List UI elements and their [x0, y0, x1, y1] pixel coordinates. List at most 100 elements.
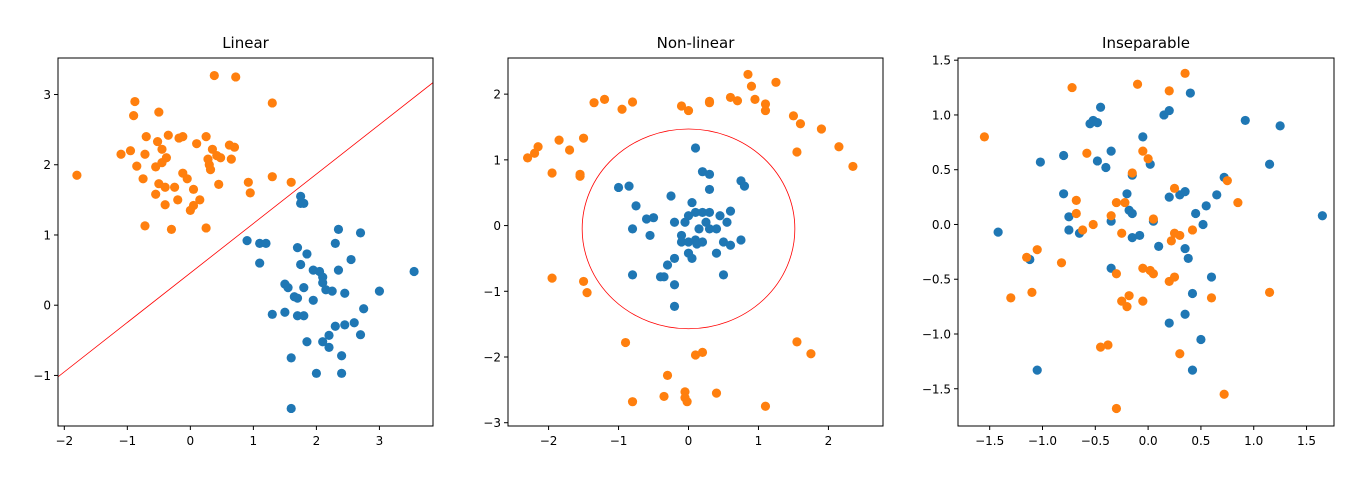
blue-point — [1122, 189, 1132, 199]
orange-point — [1222, 176, 1232, 186]
blue-point — [242, 235, 252, 246]
blue-point — [1154, 241, 1164, 251]
orange-point — [1106, 211, 1116, 221]
orange-point — [760, 401, 771, 411]
orange-point — [1166, 236, 1176, 246]
orange-point — [682, 397, 692, 407]
orange-point — [1056, 258, 1067, 268]
blue-point — [704, 224, 715, 234]
orange-point — [72, 170, 82, 180]
orange-point — [750, 94, 760, 104]
x-tick-label: 1 — [755, 434, 763, 448]
blue-point — [1275, 121, 1285, 131]
blue-point — [286, 353, 296, 363]
blue-point — [662, 260, 673, 270]
blue-point — [655, 272, 666, 282]
blue-point — [1180, 243, 1190, 254]
decision-boundary-circle — [581, 128, 796, 330]
blue-point — [645, 230, 655, 241]
blue-point — [292, 293, 303, 303]
blue-point — [1092, 156, 1103, 166]
orange-point — [1111, 197, 1122, 208]
non-linear-title: Non-linear — [657, 34, 736, 52]
blue-point — [283, 283, 293, 293]
orange-point — [243, 177, 253, 187]
x-tick-label: 1 — [250, 434, 258, 448]
blue-point — [1127, 233, 1137, 243]
blue-point — [669, 253, 680, 264]
blue-point — [1164, 318, 1174, 328]
orange-point — [1169, 183, 1180, 193]
blue-point — [683, 211, 694, 221]
non-linear-axes-frame — [507, 57, 884, 427]
blue-point — [697, 167, 708, 177]
blue-point — [631, 201, 641, 211]
orange-point — [575, 171, 585, 181]
blue-point — [641, 214, 652, 224]
orange-point — [1071, 208, 1081, 219]
orange-point — [178, 132, 188, 142]
orange-point — [659, 391, 669, 402]
orange-point — [138, 174, 148, 184]
orange-point — [617, 104, 627, 114]
blue-point — [648, 213, 659, 223]
blue-point — [1196, 334, 1206, 345]
x-tick-label: −1.5 — [975, 434, 1004, 448]
orange-point — [806, 349, 816, 359]
orange-point — [1027, 287, 1037, 297]
orange-point — [732, 96, 743, 106]
x-tick-label: 0 — [685, 434, 693, 448]
blue-point — [333, 224, 344, 234]
inseparable-title: Inseparable — [1102, 34, 1190, 52]
orange-point — [1022, 252, 1032, 262]
blue-point — [718, 270, 729, 280]
orange-point — [1088, 219, 1098, 230]
blue-point — [327, 286, 337, 296]
orange-point — [192, 139, 202, 149]
blue-point — [624, 181, 634, 191]
blue-point — [302, 249, 312, 259]
orange-point — [627, 397, 638, 407]
blue-point — [704, 169, 715, 179]
orange-point — [662, 370, 673, 380]
orange-point — [209, 70, 219, 81]
orange-point — [1233, 197, 1243, 208]
orange-point — [1071, 195, 1081, 205]
orange-point — [1180, 68, 1190, 78]
blue-point — [1064, 212, 1074, 222]
blue-point — [346, 254, 356, 265]
blue-point — [993, 227, 1003, 237]
x-tick-label: −1.0 — [1028, 434, 1057, 448]
blue-point — [1264, 159, 1275, 169]
blue-point — [1317, 211, 1327, 221]
orange-point — [216, 153, 226, 163]
orange-point — [125, 146, 136, 156]
orange-point — [214, 179, 224, 190]
y-tick-label: 1 — [493, 153, 501, 167]
x-tick-label: 3 — [376, 434, 384, 448]
orange-point — [1078, 225, 1088, 235]
x-tick-label: 0 — [187, 434, 195, 448]
orange-point — [620, 337, 631, 348]
blue-point — [359, 304, 369, 314]
blue-point — [1035, 157, 1045, 167]
blue-point — [1135, 230, 1145, 241]
blue-point — [302, 337, 312, 347]
orange-point — [834, 142, 844, 152]
orange-point — [1148, 214, 1158, 224]
blue-point — [299, 198, 309, 208]
blue-point — [292, 311, 303, 321]
blue-point — [318, 278, 328, 288]
blue-point — [669, 217, 680, 227]
orange-point — [152, 136, 163, 147]
blue-point — [286, 403, 296, 414]
orange-point — [554, 135, 564, 145]
orange-point — [1111, 403, 1122, 414]
blue-point — [687, 253, 697, 264]
blue-point — [324, 342, 334, 352]
orange-point — [1095, 342, 1106, 352]
orange-point — [151, 189, 161, 199]
blue-point — [669, 301, 680, 311]
orange-point — [231, 72, 241, 82]
blue-point — [349, 318, 359, 328]
